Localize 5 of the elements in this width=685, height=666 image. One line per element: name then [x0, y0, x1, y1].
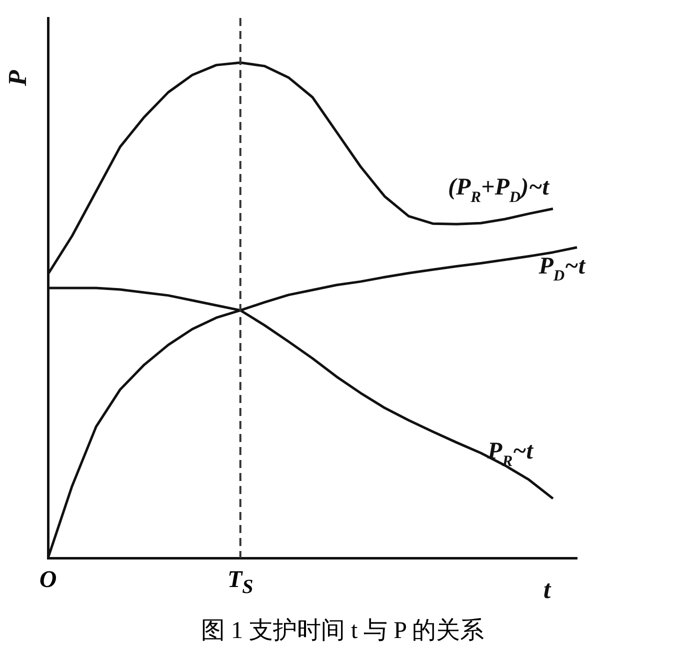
x-tick-label: O: [39, 566, 57, 594]
caption: 图 1 支护时间 t 与 P 的关系: [200, 616, 486, 646]
x-tick-label: T$_{S}$: [227, 566, 254, 600]
x-axis-title: t: [543, 575, 552, 604]
y-axis-title: P: [3, 68, 32, 87]
